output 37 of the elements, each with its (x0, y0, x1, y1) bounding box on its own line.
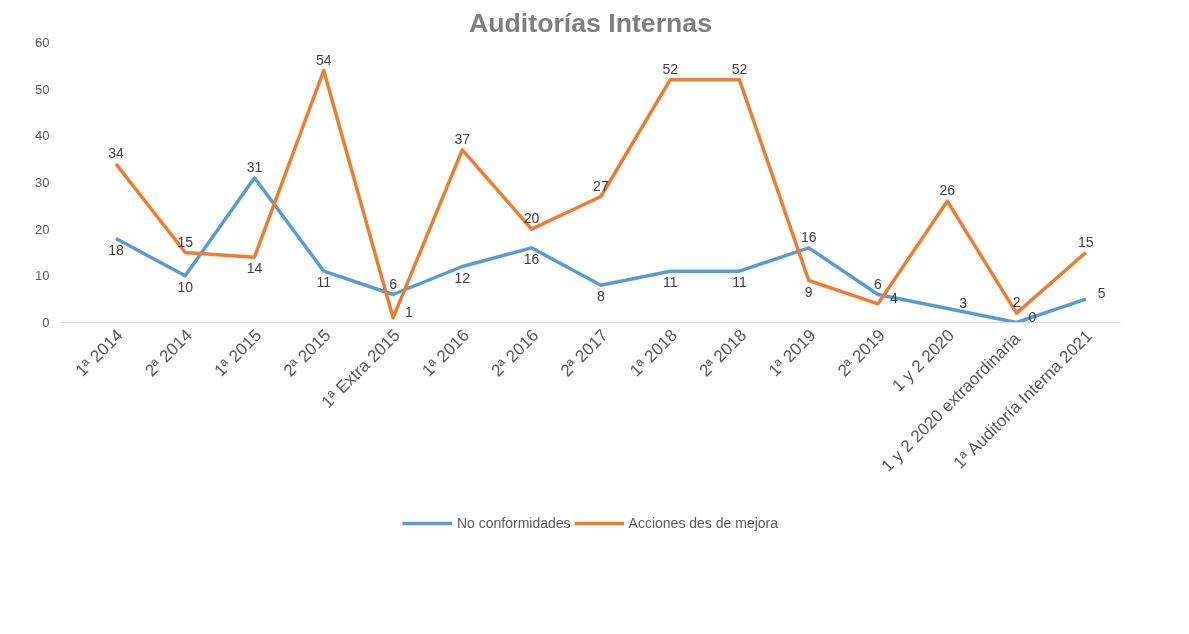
y-tick-label: 50 (35, 81, 50, 97)
chart-title: Auditorías Internas (469, 7, 712, 38)
data-label: 6 (389, 275, 398, 292)
data-label: 52 (731, 60, 748, 77)
y-tick-label: 40 (35, 128, 50, 144)
data-label: 31 (246, 158, 263, 175)
data-label: 15 (1078, 233, 1094, 250)
y-tick-label: 30 (35, 175, 50, 190)
data-label: 16 (800, 228, 817, 245)
data-label: 26 (939, 182, 956, 199)
data-label: 1 (405, 303, 414, 320)
data-label: 20 (523, 210, 540, 227)
y-tick-label: 60 (35, 35, 50, 50)
y-tick-label: 0 (42, 315, 50, 330)
data-label: 18 (108, 241, 124, 258)
data-label: 11 (662, 274, 678, 291)
data-label: 3 (959, 294, 968, 311)
data-label: 14 (246, 260, 263, 277)
data-label: 10 (177, 278, 194, 295)
data-label: 12 (454, 269, 471, 286)
data-label: 52 (662, 60, 679, 77)
data-label: 15 (177, 233, 194, 250)
data-label: 8 (597, 288, 605, 305)
y-tick-label: 20 (35, 221, 50, 237)
data-label: 9 (804, 283, 813, 300)
data-label: 16 (523, 250, 540, 267)
legend-label: No conformidades (456, 515, 571, 531)
data-label: 37 (454, 130, 471, 147)
data-label: 5 (1097, 285, 1106, 302)
y-tick-label: 10 (35, 268, 50, 284)
legend-label: Acciones des de mejora (628, 515, 779, 531)
data-label: 11 (316, 274, 332, 291)
data-label: 54 (315, 51, 332, 68)
data-label: 34 (108, 144, 124, 161)
data-label: 6 (874, 275, 883, 292)
data-label: 2 (1012, 294, 1021, 311)
data-label: 11 (732, 274, 747, 291)
